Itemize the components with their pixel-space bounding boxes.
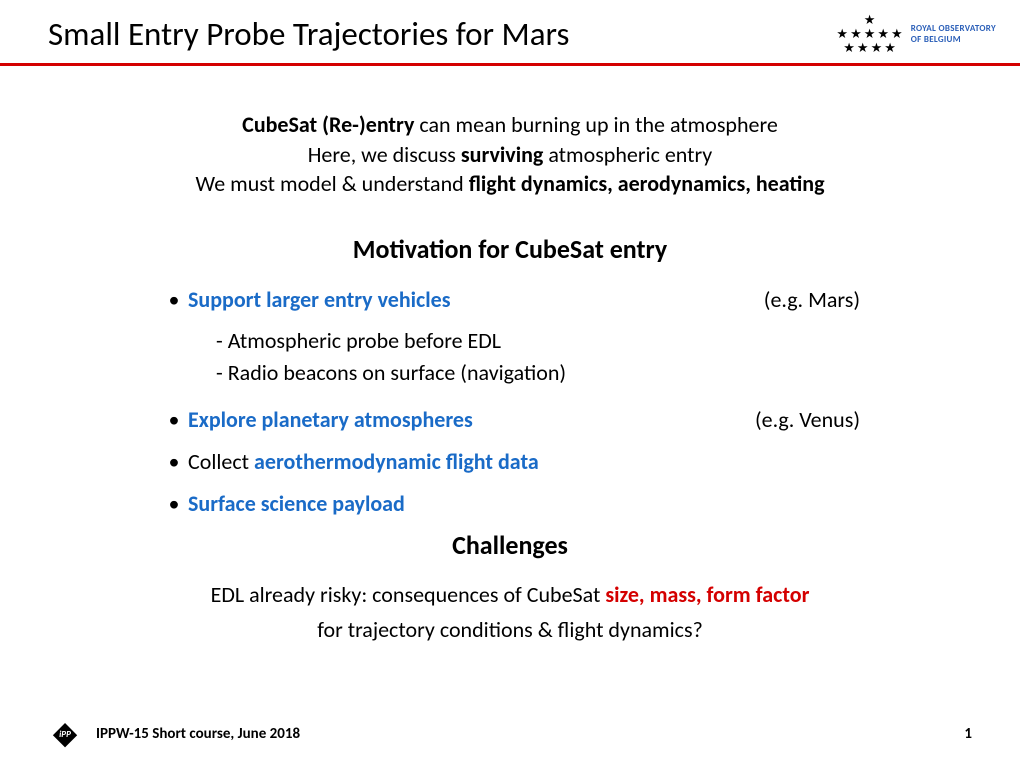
bullet-dot-icon: • [160,487,188,521]
intro-bold3: flight dynamics, aerodynamics, heating [469,170,825,197]
intro-rest2: atmospheric entry [543,141,712,168]
bullet-item: • Support larger entry vehicles (e.g. Ma… [160,283,860,317]
bullet-text-blue: Surface science payload [188,487,405,521]
intro-rest1: can mean burning up in the atmosphere [414,111,777,138]
ipp-text: iPP [59,729,71,740]
intro-block: CubeSat (Re-)entry can mean burning up i… [0,110,1020,199]
observatory-logo: ★ ★★★★★ ★★★★ ROYAL OBSERVATORY OF BELGIU… [836,14,996,55]
challenges-text: EDL already risky: consequences of CubeS… [0,577,1020,647]
footer: ◆ iPP IPPW-15 Short course, June 2018 1 [0,719,1020,749]
bullet-dot-icon: • [160,283,188,317]
logo-text: ROYAL OBSERVATORY OF BELGIUM [911,24,996,46]
bullet-list: • Support larger entry vehicles (e.g. Ma… [160,283,860,521]
challenge-red: size, mass, form factor [605,581,809,608]
bullet-paren: (e.g. Venus) [755,403,860,437]
intro-line2: Here, we discuss surviving atmospheric e… [0,140,1020,170]
bullet-item: • Collect aerothermodynamic flight data [160,445,860,479]
bullet-item: • Explore planetary atmospheres (e.g. Ve… [160,403,860,437]
sub-items: - Atmospheric probe before EDL - Radio b… [216,325,860,389]
footer-left: ◆ iPP IPPW-15 Short course, June 2018 [48,719,300,749]
header-divider [0,63,1020,66]
bullet-text-blue: Support larger entry vehicles [188,283,451,317]
bullet-text-blue: aerothermodynamic flight data [254,448,539,475]
sub-item: - Radio beacons on surface (navigation) [216,357,860,389]
logo-line1: ROYAL OBSERVATORY [911,24,996,35]
challenges-title: Challenges [0,529,1020,561]
challenge-line1: EDL already risky: consequences of CubeS… [0,577,1020,612]
intro-line1: CubeSat (Re-)entry can mean burning up i… [0,110,1020,140]
bullet-item: • Surface science payload [160,487,860,521]
intro-line3: We must model & understand flight dynami… [0,169,1020,199]
intro-bold1: CubeSat (Re-)entry [242,111,414,138]
logo-line2: OF BELGIUM [911,35,996,46]
page-number: 1 [964,725,972,743]
bullet-paren: (e.g. Mars) [764,283,860,317]
page-title: Small Entry Probe Trajectories for Mars [48,14,569,54]
motivation-title: Motivation for CubeSat entry [0,233,1020,265]
challenge-pre: EDL already risky: consequences of CubeS… [211,581,606,608]
intro-pre2: Here, we discuss [308,141,461,168]
challenge-line2: for trajectory conditions & flight dynam… [0,612,1020,647]
bullet-dot-icon: • [160,403,188,437]
stars-icon: ★ ★★★★★ ★★★★ [836,14,902,55]
intro-bold2: surviving [461,141,543,168]
sub-item: - Atmospheric probe before EDL [216,325,860,357]
header: Small Entry Probe Trajectories for Mars … [0,0,1020,63]
intro-pre3: We must model & understand [195,170,468,197]
ipp-logo-icon: ◆ iPP [48,719,82,749]
bullet-text: Collect aerothermodynamic flight data [188,445,539,479]
bullet-pre: Collect [188,448,254,475]
bullet-text-blue: Explore planetary atmospheres [188,403,473,437]
footer-text: IPPW-15 Short course, June 2018 [96,725,300,743]
bullet-dot-icon: • [160,445,188,479]
